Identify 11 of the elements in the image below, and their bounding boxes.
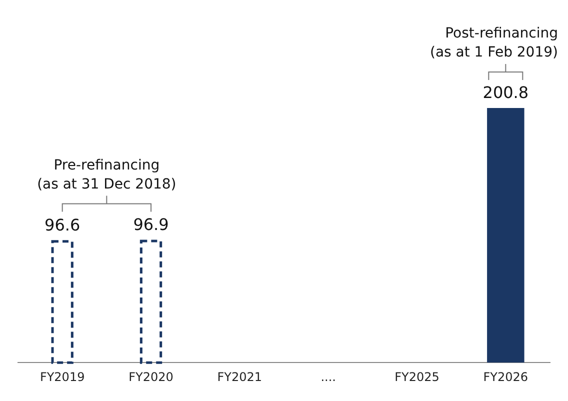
text: Post-refinancing (as at 1 Feb 2019) bbox=[430, 26, 558, 61]
x-tick-label: FY2019 bbox=[40, 370, 85, 384]
x-tick-label: FY2025 bbox=[394, 370, 440, 384]
x-tick-label: FY2020 bbox=[128, 370, 174, 384]
data-label: 200.8 bbox=[482, 83, 529, 102]
annotation: Pre-refinancing (as at 31 Dec 2018) bbox=[37, 157, 176, 192]
x-tick-label: FY2026 bbox=[483, 370, 528, 384]
data-label: 96.9 bbox=[133, 214, 169, 234]
x-tick-label: FY2021 bbox=[217, 370, 262, 384]
data-label: 96.6 bbox=[44, 215, 80, 234]
x-tick-label: .... bbox=[320, 370, 336, 384]
